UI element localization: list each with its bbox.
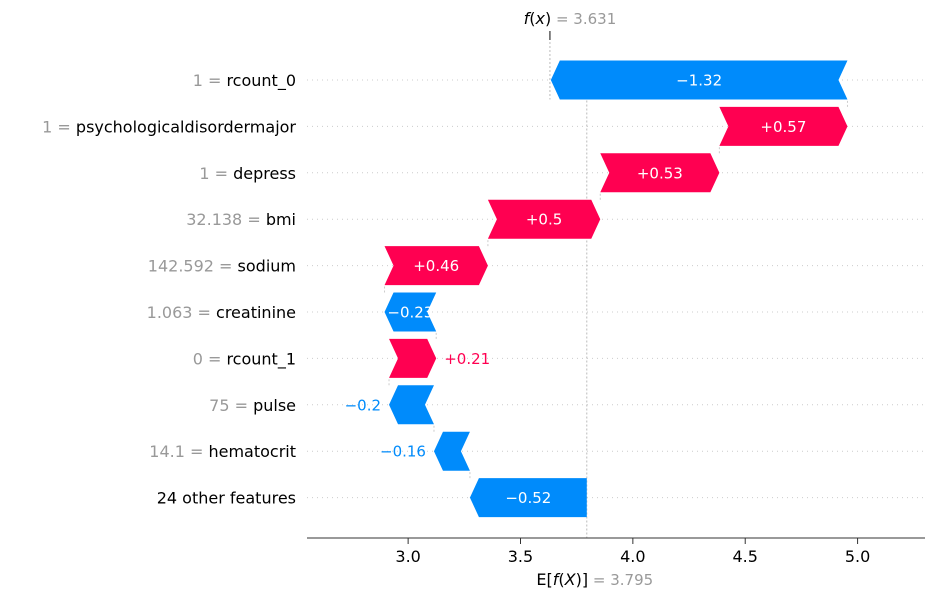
base-value-symbol: f — [553, 570, 561, 589]
feature-value: 1 = — [42, 117, 76, 136]
feature-name: hematocrit — [208, 442, 296, 461]
bar-depress — [600, 153, 720, 193]
contribution-label: +0.21 — [444, 350, 490, 368]
feature-value: 75 = — [209, 396, 253, 415]
x-tick-label: 3.5 — [508, 547, 533, 566]
feature-name: psychologicaldisordermajor — [76, 117, 297, 136]
x-tick-label: 4.5 — [732, 547, 757, 566]
bar-hematocrit — [433, 431, 470, 471]
output-value-symbol: x — [534, 9, 545, 28]
base-value-symbol: ( — [558, 570, 564, 589]
feature-name: bmi — [266, 210, 296, 229]
bar-sodium — [384, 246, 488, 286]
output-value-symbol: ( — [529, 9, 535, 28]
base-value-symbol: X — [564, 570, 577, 589]
x-tick-label: 4.0 — [620, 547, 645, 566]
bar-24-other-features — [469, 478, 587, 518]
feature-label: 0 = rcount_1 — [193, 349, 296, 369]
feature-value: 142.592 = — [148, 257, 238, 276]
contribution-label: −0.23 — [387, 304, 433, 322]
output-value-number: = 3.631 — [551, 10, 616, 28]
contribution-label: −0.16 — [380, 443, 426, 461]
base-value-symbol: E[ — [536, 570, 552, 589]
feature-value: 14.1 = — [149, 442, 208, 461]
contribution-label: −1.32 — [676, 72, 722, 90]
contribution-label: +0.53 — [637, 164, 683, 182]
feature-value: 1.063 = — [147, 303, 216, 322]
feature-label: 1 = depress — [199, 164, 296, 183]
feature-label: 142.592 = sodium — [148, 257, 296, 276]
contribution-label: +0.5 — [526, 211, 562, 229]
x-tick-label: 5.0 — [845, 547, 870, 566]
bar-pulse — [389, 385, 434, 425]
feature-label: 14.1 = hematocrit — [149, 442, 296, 461]
bar-psychologicaldisordermajor — [719, 106, 848, 146]
feature-value: 32.138 = — [186, 210, 266, 229]
feature-value: 0 = — [193, 349, 227, 368]
output-value-label: f(x) = 3.631 — [524, 9, 617, 28]
contribution-label: −0.2 — [345, 396, 381, 414]
feature-name: depress — [233, 164, 296, 183]
feature-value: 1 = — [199, 164, 233, 183]
feature-label: 1 = psychologicaldisordermajor — [42, 117, 296, 136]
feature-label: 1.063 = creatinine — [147, 303, 296, 322]
bar-rcount-1 — [389, 338, 437, 378]
contribution-label: +0.46 — [413, 257, 459, 275]
bar-creatinine — [384, 292, 437, 332]
feature-value: 1 = — [193, 71, 227, 90]
feature-label: 75 = pulse — [209, 396, 296, 415]
contribution-label: +0.57 — [760, 118, 806, 136]
base-value-symbol: )] — [576, 570, 588, 589]
feature-name: sodium — [238, 257, 296, 276]
feature-name: creatinine — [216, 303, 296, 322]
feature-name: rcount_1 — [226, 349, 296, 369]
feature-label: 24 other features — [157, 489, 296, 508]
output-value-symbol: f — [524, 9, 532, 28]
output-value-symbol: ) — [545, 9, 551, 28]
base-value-label: E[f(X)] = 3.795 — [536, 570, 653, 589]
feature-label: 1 = rcount_0 — [193, 71, 296, 91]
feature-label: 32.138 = bmi — [186, 210, 296, 229]
base-value-number: = 3.795 — [588, 571, 653, 589]
feature-name: 24 other features — [157, 489, 296, 508]
bar-rcount-0 — [550, 60, 848, 100]
feature-name: pulse — [253, 396, 296, 415]
feature-name: rcount_0 — [226, 71, 296, 91]
bar-bmi — [487, 199, 601, 239]
x-tick-label: 3.0 — [395, 547, 420, 566]
contribution-label: −0.52 — [505, 489, 551, 507]
